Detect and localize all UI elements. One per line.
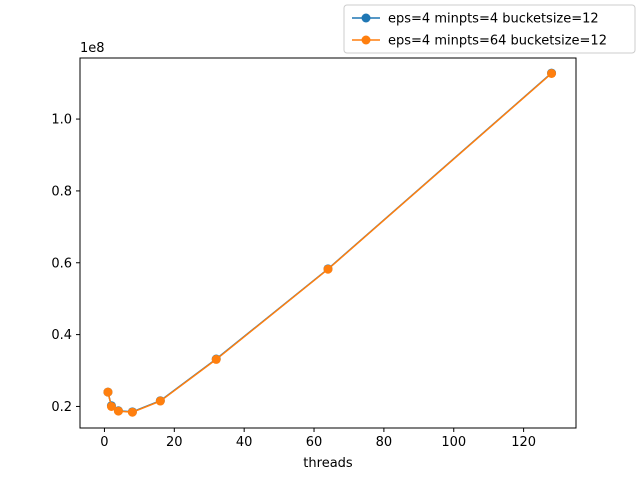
data-point-series-2 [547,68,557,78]
x-tick-label: 0 [100,435,108,450]
data-point-series-2 [323,264,333,274]
plot-frame [79,57,577,429]
y-tick-label: 0.6 [51,256,72,271]
legend-label-2: eps=4 minpts=64 bucketsize=12 [388,34,607,49]
data-point-series-2 [106,401,116,411]
y-offset-label: 1e8 [80,41,105,56]
y-tick-label: 1.0 [51,113,72,128]
x-tick-label: 80 [376,435,393,450]
plot-area [103,68,557,417]
data-point-series-2 [103,387,113,397]
y-tick-label: 0.4 [51,328,72,343]
y-tick-label: 0.2 [51,400,72,415]
x-tick-label: 100 [441,435,466,450]
x-tick-label: 120 [511,435,536,450]
data-point-series-2 [211,354,221,364]
data-point-series-2 [155,396,165,406]
legend-marker-2 [361,35,371,45]
y-axis: 0.2 0.4 0.6 0.8 1.0 [51,113,80,415]
data-point-series-2 [113,406,123,416]
x-tick-label: 60 [306,435,323,450]
x-tick-label: 20 [166,435,183,450]
y-tick-label: 0.8 [51,184,72,199]
legend-marker-1 [361,13,371,23]
data-point-series-2 [127,407,137,417]
x-axis: 0 20 40 60 80 100 120 [100,428,536,450]
legend-label-1: eps=4 minpts=4 bucketsize=12 [388,12,599,27]
x-axis-label: threads [303,456,353,471]
legend-box [343,4,636,54]
x-tick-label: 40 [236,435,253,450]
legend: eps=4 minpts=4 bucketsize=12 eps=4 minpts… [343,4,636,54]
